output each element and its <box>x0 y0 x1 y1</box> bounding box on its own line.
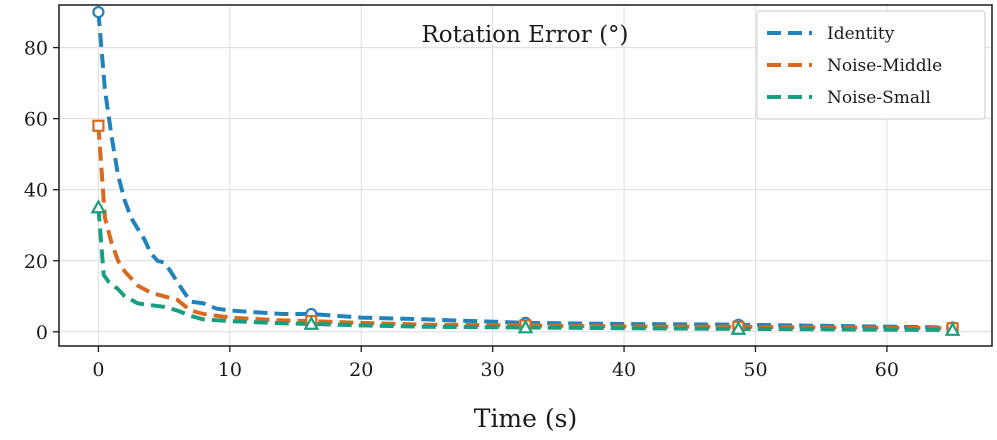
x-tick-label: 40 <box>612 359 636 381</box>
x-tick-label: 20 <box>349 359 373 381</box>
legend: Identity Noise-Middle Noise-Small <box>756 10 986 120</box>
marker-noise-small <box>517 319 534 334</box>
marker-noise-middle <box>92 119 105 132</box>
marker-noise-small <box>303 315 320 330</box>
marker-noise-small <box>944 321 961 336</box>
legend-label-noise-small: Noise-Small <box>827 88 931 108</box>
x-axis-title: Time (s) <box>474 404 577 433</box>
series-line-noise-middle <box>96 125 953 331</box>
marker-identity <box>92 6 105 19</box>
series-line-noise-small <box>96 207 953 332</box>
axis-ticks: 0 10 20 30 40 50 60 0 20 40 60 80 <box>24 38 899 381</box>
marker-noise-small <box>90 199 107 214</box>
y-tick-label: 60 <box>24 109 48 131</box>
series-line-identity <box>96 11 953 330</box>
y-tick-label: 80 <box>24 38 48 60</box>
series-lines <box>96 11 953 332</box>
chart-title: Rotation Error (°) <box>421 22 628 48</box>
x-tick-label: 30 <box>481 359 505 381</box>
y-tick-label: 20 <box>24 251 48 273</box>
marker-noise-small <box>730 320 747 335</box>
x-tick-label: 0 <box>92 359 104 381</box>
series-markers <box>90 6 961 336</box>
x-tick-label: 60 <box>875 359 899 381</box>
legend-label-identity: Identity <box>827 24 895 44</box>
legend-label-noise-middle: Noise-Middle <box>827 56 942 76</box>
plot-area-frame <box>58 4 993 347</box>
y-tick-label: 0 <box>36 322 48 344</box>
y-tick-label: 40 <box>24 180 48 202</box>
x-tick-label: 10 <box>218 359 242 381</box>
legend-box <box>756 10 986 120</box>
x-tick-label: 50 <box>743 359 767 381</box>
